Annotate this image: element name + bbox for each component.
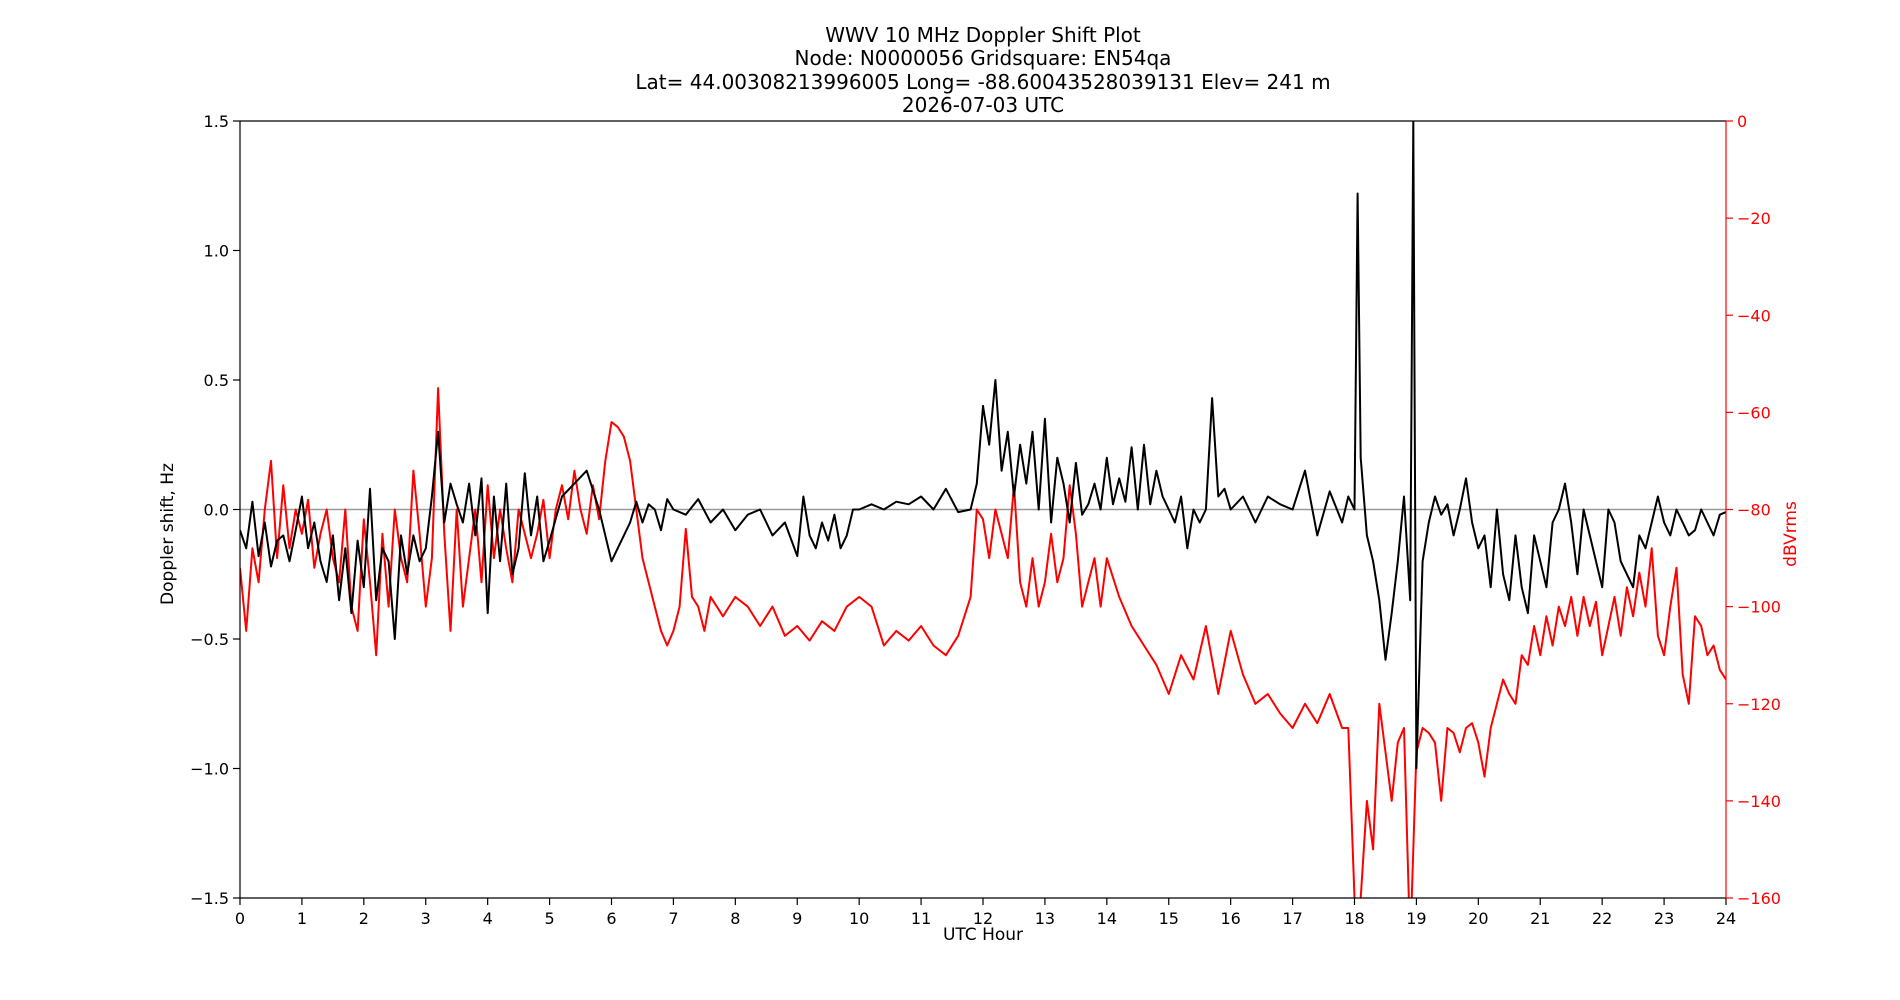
chart-title: WWV 10 MHz Doppler Shift Plot Node: N000… xyxy=(635,23,1330,117)
signal-power-line xyxy=(240,387,1726,898)
x-tick-label: 14 xyxy=(1097,909,1117,928)
y-tick-label-left: −1.5 xyxy=(190,889,229,908)
x-tick-label: 9 xyxy=(792,909,802,928)
x-tick-label: 12 xyxy=(973,909,993,928)
x-tick-label: 5 xyxy=(544,909,554,928)
y-tick-label-left: 0.5 xyxy=(204,371,229,390)
y-tick-label-right: −20 xyxy=(1737,209,1771,228)
x-tick-label: 6 xyxy=(606,909,616,928)
y-tick-label-left: 1.0 xyxy=(204,242,229,261)
x-tick-label: 15 xyxy=(1159,909,1179,928)
y-tick-label-right: −160 xyxy=(1737,889,1781,908)
y-tick-label-right: −80 xyxy=(1737,501,1771,520)
chart-title-line-1: WWV 10 MHz Doppler Shift Plot xyxy=(825,23,1141,47)
y-tick-label-left: −0.5 xyxy=(190,630,229,649)
x-tick-label: 22 xyxy=(1592,909,1612,928)
x-tick-label: 8 xyxy=(730,909,740,928)
x-tick-label: 10 xyxy=(849,909,869,928)
x-tick-label: 17 xyxy=(1282,909,1302,928)
x-tick-label: 24 xyxy=(1716,909,1736,928)
chart-title-line-3: Lat= 44.00308213996005 Long= -88.6004352… xyxy=(635,70,1330,94)
x-tick-label: 19 xyxy=(1406,909,1426,928)
x-tick-label: 13 xyxy=(1035,909,1055,928)
plot-area xyxy=(240,121,1726,898)
y-tick-label-right: −40 xyxy=(1737,306,1771,325)
x-tick-label: 2 xyxy=(359,909,369,928)
x-tick-label: 4 xyxy=(483,909,493,928)
x-tick-label: 0 xyxy=(235,909,245,928)
x-tick-label: 20 xyxy=(1468,909,1488,928)
x-tick-label: 7 xyxy=(668,909,678,928)
x-tick-label: 11 xyxy=(911,909,931,928)
x-axis-label: UTC Hour xyxy=(943,925,1023,945)
chart-title-line-2: Node: N0000056 Gridsquare: EN54qa xyxy=(795,46,1172,70)
axes: 0 1 2 3 4 5 6 7 8 9 10 11 12 13 14 15 16 17 18 19 20 21 22 23 24… xyxy=(190,112,1781,928)
x-tick-label: 16 xyxy=(1220,909,1240,928)
x-tick-label: 18 xyxy=(1344,909,1364,928)
y-tick-label-right: −120 xyxy=(1737,695,1781,714)
y-tick-label-right: −140 xyxy=(1737,792,1781,811)
y-tick-label-right: 0 xyxy=(1737,112,1747,131)
y-tick-label-left: 0.0 xyxy=(204,501,229,520)
y-tick-label-left: 1.5 xyxy=(204,112,229,131)
y-tick-label-right: −60 xyxy=(1737,403,1771,422)
y-axis-label-left: Doppler shift, Hz xyxy=(158,463,178,605)
x-tick-label: 21 xyxy=(1530,909,1550,928)
x-tick-label: 1 xyxy=(297,909,307,928)
x-tick-label: 23 xyxy=(1654,909,1674,928)
y-tick-label-right: −100 xyxy=(1737,598,1781,617)
chart-title-line-4: 2026-07-03 UTC xyxy=(902,93,1064,117)
doppler-shift-line xyxy=(240,121,1726,770)
x-tick-label: 3 xyxy=(421,909,431,928)
y-tick-label-left: −1.0 xyxy=(190,760,229,779)
y-axis-label-right: dBVrms xyxy=(1781,501,1801,567)
